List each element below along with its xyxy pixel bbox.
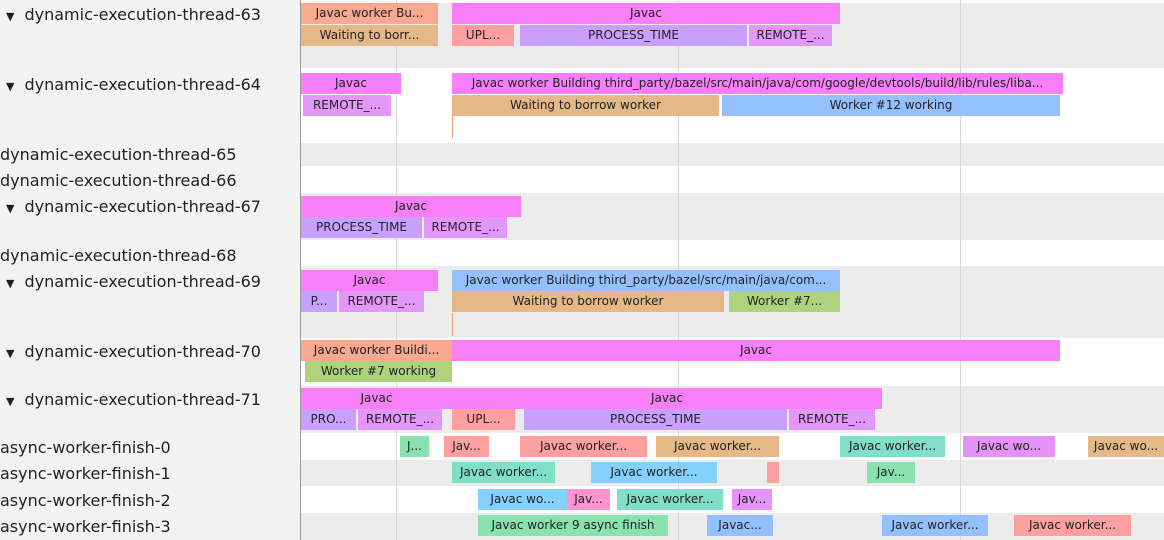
expand-toggle-icon[interactable]: ▼ <box>6 202 15 215</box>
track-name: dynamic-execution-thread-63 <box>24 5 261 24</box>
expand-toggle-icon[interactable]: ▼ <box>6 80 15 93</box>
trace-slice[interactable]: Worker #12 working <box>722 95 1060 116</box>
trace-slice[interactable]: Javac worker... <box>840 436 945 457</box>
trace-slice[interactable]: Javac worker Building third_party/bazel/… <box>452 270 840 291</box>
track-name: dynamic-execution-thread-71 <box>24 390 261 409</box>
trace-slice[interactable]: Javac <box>452 3 840 24</box>
trace-slice[interactable]: Javac wo... <box>478 489 567 510</box>
trace-slice[interactable]: Jav... <box>867 462 915 483</box>
grid-line <box>960 0 961 540</box>
trace-slice[interactable]: Javac <box>301 196 521 217</box>
trace-slice[interactable]: Jav... <box>567 489 610 510</box>
trace-slice[interactable]: PROCESS_TIME <box>524 409 787 430</box>
expand-toggle-icon[interactable]: ▼ <box>6 347 15 360</box>
track-label[interactable]: async-worker-finish-2 <box>0 492 171 510</box>
trace-slice[interactable]: PROCESS_TIME <box>301 217 422 238</box>
track-label[interactable]: ▼ dynamic-execution-thread-69 <box>0 273 261 293</box>
trace-slice[interactable]: Javac <box>452 340 1060 361</box>
track-name: dynamic-execution-thread-69 <box>24 272 261 291</box>
trace-slice[interactable]: REMOTE_... <box>424 217 507 238</box>
track-label[interactable]: ▼ dynamic-execution-thread-67 <box>0 198 261 218</box>
timeline-area[interactable]: Javac worker Bu... Javac Waiting to borr..… <box>301 0 1164 540</box>
trace-slice[interactable]: Javac worker... <box>520 436 647 457</box>
trace-slice[interactable]: Javac <box>301 388 452 409</box>
expand-toggle-icon[interactable]: ▼ <box>6 277 15 290</box>
track-name: dynamic-execution-thread-65 <box>0 145 237 164</box>
track-labels-panel: ▼ dynamic-execution-thread-63 ▼ dynamic-exe… <box>0 0 301 540</box>
track-name: async-worker-finish-1 <box>0 464 171 483</box>
flow-marker <box>452 313 453 336</box>
expand-toggle-icon[interactable]: ▼ <box>6 10 15 23</box>
track-label[interactable]: dynamic-execution-thread-65 <box>0 146 237 164</box>
trace-slice[interactable]: Javac worker Building third_party/bazel/… <box>452 73 1063 94</box>
trace-slice[interactable]: UPL... <box>452 409 515 430</box>
trace-slice[interactable]: REMOTE_... <box>749 25 832 46</box>
trace-slice[interactable]: REMOTE_... <box>358 409 442 430</box>
track-name: async-worker-finish-2 <box>0 491 171 510</box>
trace-slice[interactable]: Worker #7 working <box>305 361 452 382</box>
trace-slice[interactable]: Javac <box>452 388 882 409</box>
trace-slice[interactable]: REMOTE_... <box>789 409 875 430</box>
trace-slice[interactable]: Worker #7... <box>729 291 840 312</box>
trace-slice[interactable]: Javac worker... <box>452 462 555 483</box>
track-label[interactable]: ▼ dynamic-execution-thread-70 <box>0 343 261 363</box>
trace-slice[interactable]: Javac worker Bu... <box>301 3 438 24</box>
track-label[interactable]: ▼ dynamic-execution-thread-63 <box>0 6 261 26</box>
trace-slice[interactable]: Waiting to borr... <box>301 25 438 46</box>
trace-slice[interactable]: REMOTE_... <box>339 291 424 312</box>
trace-slice[interactable]: Javac worker... <box>882 515 988 536</box>
trace-slice[interactable]: UPL... <box>452 25 514 46</box>
trace-slice[interactable]: PROCESS_TIME <box>520 25 747 46</box>
trace-slice[interactable]: Jav... <box>732 489 772 510</box>
track-name: dynamic-execution-thread-67 <box>24 197 261 216</box>
track-name: dynamic-execution-thread-70 <box>24 342 261 361</box>
trace-slice[interactable]: Javac <box>301 270 438 291</box>
trace-slice[interactable]: Javac <box>301 73 401 94</box>
trace-slice[interactable]: Javac wo... <box>963 436 1055 457</box>
trace-slice[interactable]: Waiting to borrow worker <box>452 95 719 116</box>
track-label[interactable]: async-worker-finish-0 <box>0 439 171 457</box>
trace-slice[interactable]: REMOTE_... <box>303 95 391 116</box>
trace-slice[interactable] <box>767 462 779 483</box>
track-label[interactable]: dynamic-execution-thread-66 <box>0 172 237 190</box>
trace-slice[interactable]: J... <box>400 436 429 457</box>
trace-slice[interactable]: Javac wo... <box>1088 436 1164 457</box>
track-label[interactable]: ▼ dynamic-execution-thread-64 <box>0 76 261 96</box>
trace-slice[interactable]: Javac worker Buildi... <box>301 340 452 361</box>
trace-slice[interactable]: PRO... <box>301 409 356 430</box>
trace-slice[interactable]: Javac worker... <box>1014 515 1131 536</box>
track-label[interactable]: ▼ dynamic-execution-thread-71 <box>0 391 261 411</box>
track-label[interactable]: dynamic-execution-thread-68 <box>0 247 237 265</box>
track-name: async-worker-finish-0 <box>0 438 171 457</box>
flow-marker <box>452 116 453 138</box>
track-label[interactable]: async-worker-finish-1 <box>0 465 171 483</box>
track-name: async-worker-finish-3 <box>0 517 171 536</box>
trace-slice[interactable]: Javac... <box>707 515 773 536</box>
track-name: dynamic-execution-thread-64 <box>24 75 261 94</box>
track-name: dynamic-execution-thread-68 <box>0 246 237 265</box>
trace-slice[interactable]: Javac worker 9 async finish <box>478 515 668 536</box>
trace-slice[interactable]: Jav... <box>444 436 489 457</box>
track-band <box>301 460 1164 486</box>
trace-slice[interactable]: Javac worker... <box>617 489 723 510</box>
expand-toggle-icon[interactable]: ▼ <box>6 395 15 408</box>
track-name: dynamic-execution-thread-66 <box>0 171 237 190</box>
track-band <box>301 143 1164 166</box>
trace-slice[interactable]: Javac worker... <box>656 436 779 457</box>
trace-slice[interactable]: P... <box>301 291 337 312</box>
track-label[interactable]: async-worker-finish-3 <box>0 518 171 536</box>
trace-slice[interactable]: Waiting to borrow worker <box>452 291 724 312</box>
trace-slice[interactable]: Javac worker... <box>591 462 717 483</box>
